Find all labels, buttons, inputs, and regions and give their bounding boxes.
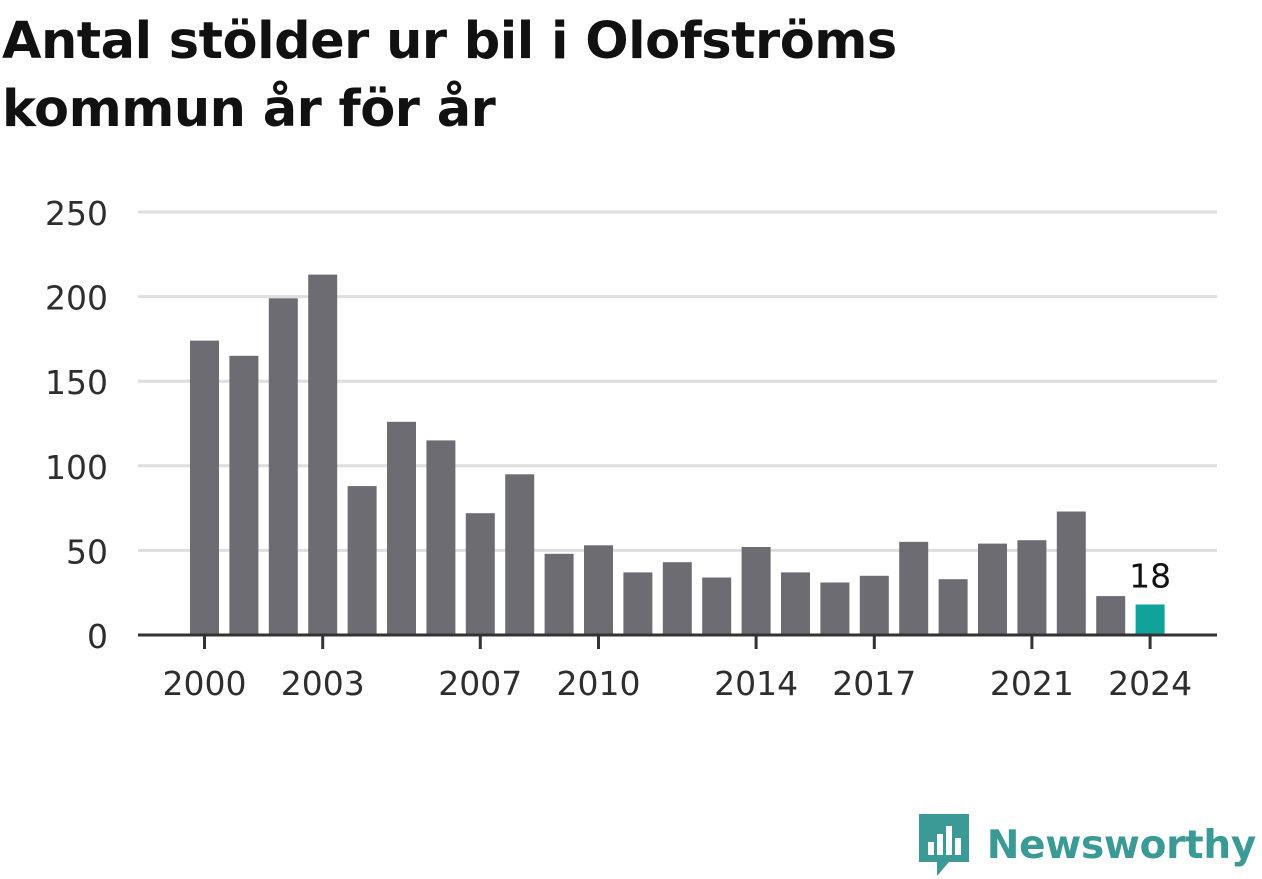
newsworthy-logo-text: Newsworthy: [986, 822, 1257, 868]
y-tick-label-0: 0: [87, 617, 108, 656]
newsworthy-logo[interactable]: Newsworthy: [918, 814, 1257, 876]
y-tick-label-100: 100: [45, 448, 108, 487]
bar-2023: [1096, 596, 1126, 635]
bar-2003: [308, 274, 338, 635]
newsworthy-logo-icon: [918, 814, 969, 876]
bar-2006: [426, 440, 456, 635]
bar-2022: [1056, 511, 1086, 635]
annotations: 18: [1129, 557, 1171, 596]
bar-2004: [347, 486, 377, 635]
chart-title: Antal stölder ur bil i Olofströms kommun…: [2, 12, 897, 139]
x-axis-ticks: 2000 2003 2007 2010 2014 2017 2021 2024: [163, 635, 1192, 703]
bar-2013: [702, 577, 732, 635]
y-tick-label-200: 200: [45, 279, 108, 318]
bar-2007: [465, 513, 495, 635]
y-tick-label-50: 50: [66, 532, 108, 571]
bar-2015: [781, 572, 810, 635]
bar-2001: [229, 355, 259, 635]
bars: [190, 274, 1165, 635]
bar-2009: [544, 553, 574, 635]
data-label-2024: 18: [1129, 557, 1171, 596]
bar-2024: [1135, 604, 1165, 635]
x-tick-label-2014: 2014: [714, 664, 798, 703]
y-axis-tick-labels: 0 50 100 150 200 250: [45, 194, 108, 656]
x-tick-label-2007: 2007: [438, 664, 522, 703]
bar-2000: [190, 340, 219, 635]
bar-2017: [859, 575, 889, 635]
bar-2020: [978, 543, 1007, 635]
bar-2021: [1017, 540, 1047, 635]
y-tick-label-150: 150: [45, 363, 108, 402]
bar-2011: [623, 572, 653, 635]
bar-2010: [584, 545, 613, 635]
x-tick-label-2017: 2017: [832, 664, 916, 703]
bar-2014: [741, 547, 771, 635]
y-tick-label-250: 250: [45, 194, 108, 233]
x-tick-label-2003: 2003: [281, 664, 365, 703]
bar-2012: [662, 562, 692, 635]
x-tick-label-2021: 2021: [990, 664, 1074, 703]
x-tick-label-2010: 2010: [557, 664, 641, 703]
x-tick-label-2024: 2024: [1108, 664, 1192, 703]
bar-2002: [268, 298, 298, 635]
bar-2008: [505, 474, 535, 635]
x-tick-label-2000: 2000: [163, 664, 247, 703]
bar-2019: [938, 579, 968, 635]
bar-2016: [820, 582, 850, 635]
bar-2005: [387, 421, 416, 635]
bar-2018: [899, 541, 929, 635]
gridlines: [138, 210, 1217, 552]
